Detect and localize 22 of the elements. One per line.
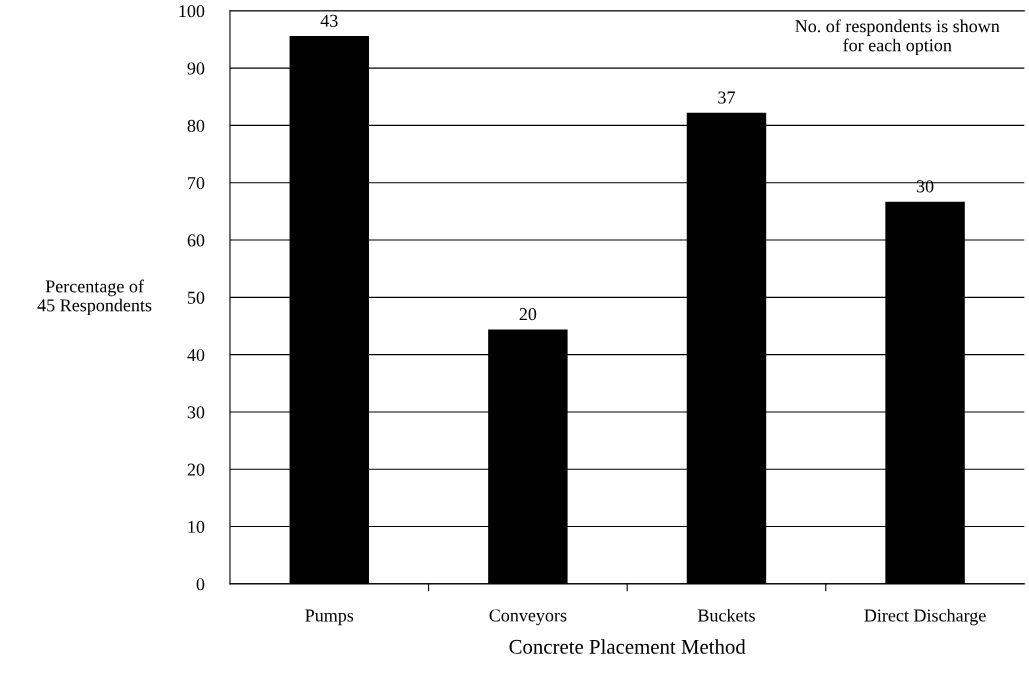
y-axis-title: Percentage of 45 Respondents	[37, 279, 152, 316]
y-tick-label: 100	[179, 5, 205, 18]
annotation: 20	[519, 308, 537, 321]
y-tick-label: 70	[188, 176, 205, 190]
annotation: 43	[320, 14, 338, 27]
y-tick-label: 30	[187, 406, 205, 419]
y-tick-label: 60	[187, 234, 205, 247]
x-tick-label: Conveyors	[489, 609, 567, 626]
y-tick-label: 50	[187, 291, 205, 304]
y-tick-label: 80	[187, 119, 205, 132]
y-tick-label: 90	[187, 62, 205, 75]
y-tick-label: 0	[196, 578, 205, 591]
x-tick-label: Buckets	[697, 608, 755, 622]
y-tick-label: 40	[187, 348, 205, 362]
annotation: No. of respondents is shown for each option	[795, 19, 1000, 56]
annotation: 30	[916, 180, 934, 193]
x-tick-label: Pumps	[305, 609, 354, 626]
x-tick-label: Direct Discharge	[864, 608, 986, 626]
y-tick-label: 20	[187, 463, 205, 476]
annotation: 37	[718, 91, 735, 104]
y-tick-label: 10	[188, 520, 205, 534]
x-axis-title: Concrete Placement Method	[509, 639, 746, 654]
